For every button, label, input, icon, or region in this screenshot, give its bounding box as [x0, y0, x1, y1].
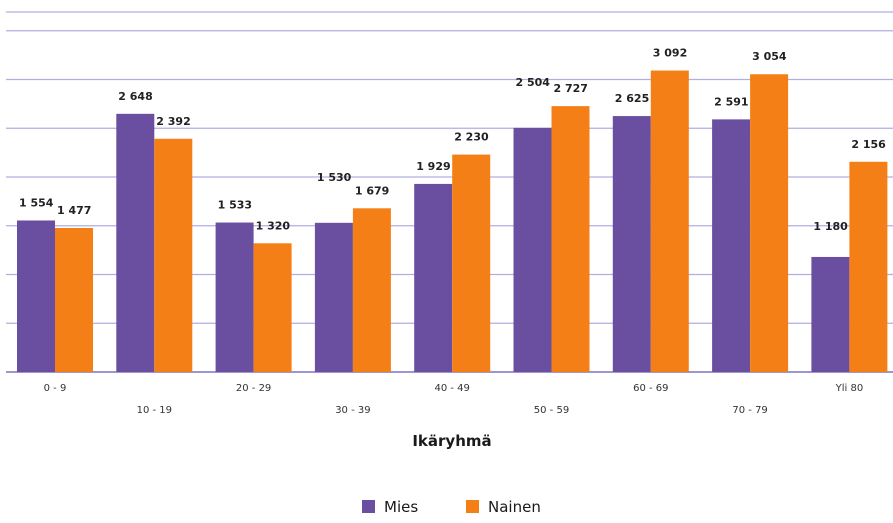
x-tick-label-5: 50 - 59	[534, 405, 569, 416]
bar-nainen-7	[750, 74, 789, 373]
bar-nainen-3	[352, 208, 391, 372]
bar-nainen-6	[650, 70, 689, 372]
legend-label-nainen: Nainen	[488, 498, 541, 516]
bar-mies-8	[811, 256, 850, 372]
x-tick-label-8: Yli 80	[835, 383, 864, 394]
value-label-mies-5: 2 504	[516, 76, 551, 89]
x-axis-title: Ikäryhmä	[412, 432, 491, 450]
value-label-nainen-1: 2 392	[156, 115, 190, 128]
bar-mies-5	[513, 127, 552, 372]
legend-swatch-nainen	[466, 500, 479, 513]
value-label-mies-8: 1 180	[813, 220, 848, 233]
legend-label-mies: Mies	[384, 498, 418, 516]
value-label-nainen-6: 3 092	[653, 47, 687, 60]
bar-nainen-0	[55, 227, 93, 372]
x-tick-label-0: 0 - 9	[44, 383, 67, 394]
value-label-nainen-7: 3 054	[752, 50, 787, 63]
bar-mies-0	[17, 220, 55, 372]
value-label-mies-0: 1 554	[19, 196, 54, 209]
value-label-nainen-2: 1 320	[256, 219, 291, 232]
x-tick-labels: 0 - 9 10 - 19 20 - 29 30 - 39 40 - 49 50 - 59…	[44, 383, 864, 416]
bar-mies-4	[414, 183, 453, 372]
value-label-mies-2: 1 533	[218, 199, 252, 212]
bar-nainen-4	[452, 154, 491, 372]
value-label-nainen-3: 1 679	[355, 184, 389, 197]
value-label-mies-3: 1 530	[317, 171, 352, 184]
value-label-nainen-0: 1 477	[57, 204, 91, 217]
bar-nainen-1	[154, 138, 193, 372]
value-label-nainen-5: 2 727	[554, 82, 588, 95]
bar-nainen-5	[551, 106, 590, 373]
x-tick-label-7: 70 - 79	[732, 405, 767, 416]
legend-swatch-mies	[362, 500, 375, 513]
x-tick-label-1: 10 - 19	[137, 405, 172, 416]
bar-nainen-2	[253, 243, 292, 372]
bar-mies-2	[215, 222, 254, 372]
value-label-mies-4: 1 929	[416, 160, 450, 173]
bars	[17, 70, 888, 373]
x-tick-label-2: 20 - 29	[236, 383, 271, 394]
bar-mies-1	[116, 113, 155, 372]
x-tick-label-6: 60 - 69	[633, 383, 668, 394]
value-label-nainen-8: 2 156	[851, 138, 886, 151]
bar-nainen-8	[849, 161, 888, 372]
value-label-mies-1: 2 648	[118, 90, 152, 103]
x-tick-label-4: 40 - 49	[434, 383, 469, 394]
bar-mies-6	[612, 116, 651, 372]
bar-mies-7	[712, 119, 751, 372]
x-tick-label-3: 30 - 39	[335, 405, 370, 416]
legend: Mies Nainen	[362, 498, 541, 516]
value-label-mies-7: 2 591	[714, 95, 748, 108]
bar-mies-3	[314, 222, 353, 372]
value-label-mies-6: 2 625	[615, 92, 649, 105]
value-label-nainen-4: 2 230	[454, 131, 489, 144]
